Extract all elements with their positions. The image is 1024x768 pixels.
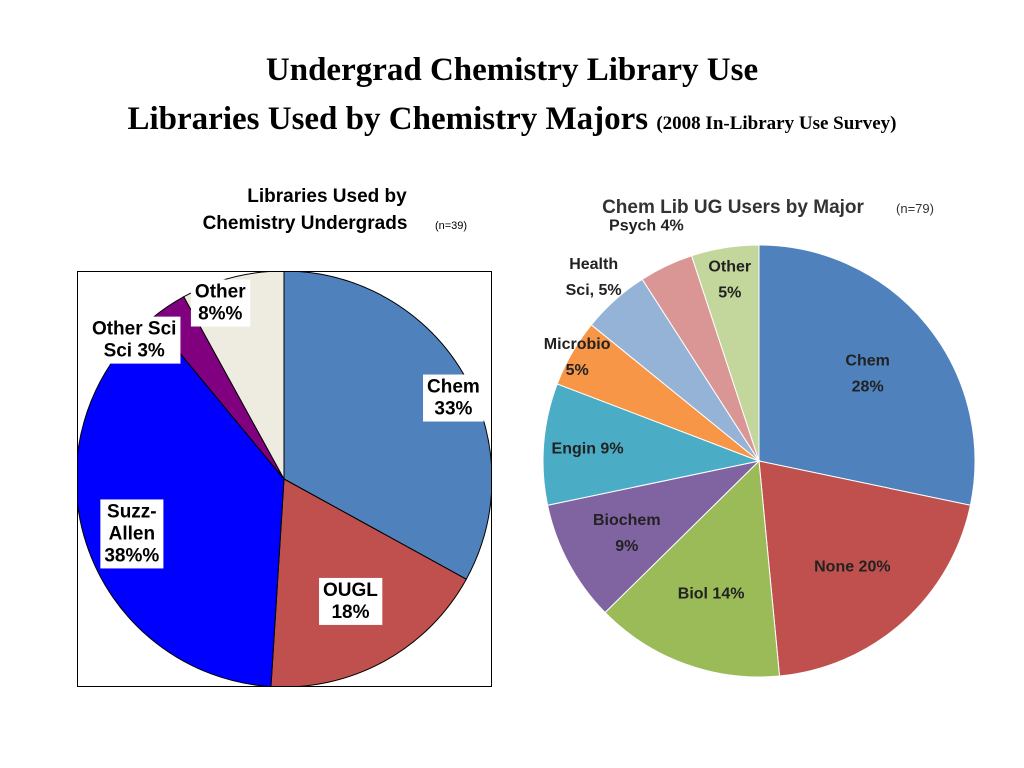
slide-title-main: Libraries Used by Chemistry Majors [127, 101, 649, 137]
chart2-label-psych: Psych 4% [609, 217, 684, 234]
chart1-label-suzz-allen-line1: Suzz- [107, 501, 157, 522]
chart2-label-microbio-line2: 5% [566, 362, 589, 379]
chart1-slice-chem [283, 272, 491, 580]
chart2-label-health-sci-line2: Sci, 5% [566, 282, 622, 299]
chart1-title-note: (n=39) [435, 220, 467, 232]
chart2-title: Chem Lib UG Users by Major [602, 197, 864, 218]
chart2-label-psych-line1: Psych 4% [609, 217, 684, 234]
chart1-label-other-line1: Other [195, 282, 246, 303]
chart1-label-box-ougl [319, 577, 383, 625]
chart1-title-line1: Libraries Used by [247, 186, 407, 207]
slide-title-line2: Libraries Used by Chemistry Majors (2008… [0, 101, 1024, 138]
chart1-label-chem-line1: Chem [427, 377, 480, 398]
chart1-label-other-sci-line2: Sci 3% [104, 341, 165, 362]
chart2-slice-engin [542, 383, 761, 506]
chart1-label-ougl-line2: 18% [331, 602, 369, 623]
chart2-slice-chem [758, 244, 976, 506]
chart2-label-biol-line1: Biol 14% [678, 586, 745, 603]
slide-title-note: (2008 In-Library Use Survey) [656, 113, 897, 134]
chart2-label-chem-line2: 28% [852, 379, 884, 396]
chart2-label-none: None 20% [814, 558, 890, 575]
chart2-label-health-sci-line1: Health [569, 256, 618, 273]
chart2-slice-biol [604, 459, 781, 678]
chart2-slice-other [690, 244, 760, 462]
chart2-label-health-sci: Health Sci, 5% [566, 256, 622, 299]
chart2-slices [542, 244, 976, 678]
chart1-title-line2: Chemistry Undergrads [203, 213, 408, 234]
chart2-label-engin-line1: Engin 9% [552, 440, 624, 457]
chart1-label-box-other [190, 279, 251, 327]
chart1-label-other-line2: 8%% [198, 304, 242, 325]
chart1-label-ougl-line1: OUGL [323, 580, 378, 601]
chart1-label-suzz-allen-line2: Allen [109, 523, 155, 544]
chart1-label-box-suzz-allen [100, 499, 164, 569]
chart2-slice-none [758, 460, 972, 677]
chart2-label-other-line1: Other [708, 258, 751, 275]
chart2-label-engin: Engin 9% [552, 440, 624, 457]
chart1-label-other-sci-line1: Other Sci [92, 319, 176, 340]
chart2-title-note: (n=79) [896, 201, 934, 216]
slide-title-line1: Undergrad Chemistry Library Use [265, 52, 759, 88]
chart2-label-biochem-line2: 9% [615, 538, 638, 555]
chart2-label-chem: Chem 28% [845, 353, 889, 396]
chart2-label-other-line2: 5% [718, 284, 741, 301]
chart2-slice-biochem [546, 460, 761, 614]
chart1-label-box-chem [423, 374, 484, 422]
chart1-label-box-other-sci [87, 316, 181, 364]
chart2-label-biochem-line1: Biochem [593, 512, 661, 529]
chart1-slice-suzz-allen [78, 318, 285, 686]
chart2-label-biochem: Biochem 9% [593, 512, 661, 555]
chart2-labels: Chem 28% None 20% Biol 14% Biochem 9% Engin 9%… [544, 217, 891, 602]
chart2-label-biol: Biol 14% [678, 586, 745, 603]
chart2-label-chem-line1: Chem [845, 353, 889, 370]
chart2-label-none-line1: None 20% [814, 558, 890, 575]
chart2-label-microbio: Microbio 5% [544, 336, 611, 379]
chart2-label-microbio-line1: Microbio [544, 336, 611, 353]
chart1-label-suzz-allen-line3: 38%% [104, 545, 159, 566]
chart2-label-other: Other 5% [708, 258, 751, 301]
chart1-label-chem-line2: 33% [434, 399, 472, 420]
